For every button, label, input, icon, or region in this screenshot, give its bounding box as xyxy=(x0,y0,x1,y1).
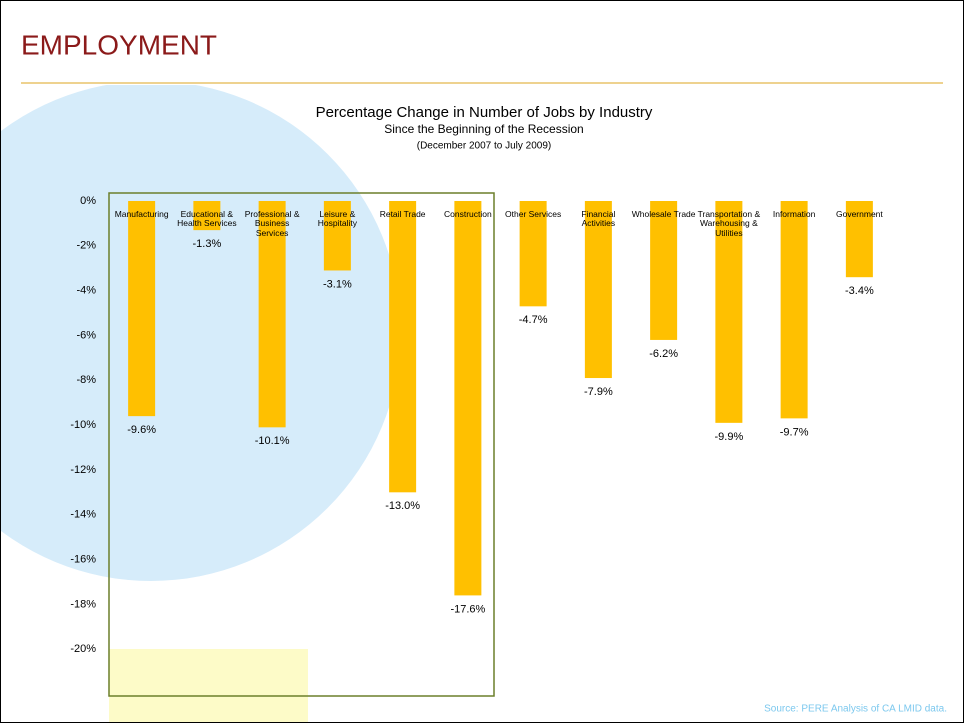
header-bg xyxy=(1,1,963,85)
category-label: Wholesale Trade xyxy=(631,209,696,219)
value-label: -3.1% xyxy=(323,278,352,290)
category-label: Government xyxy=(835,209,883,219)
bar xyxy=(845,201,873,278)
source-note: Source: PERE Analysis of CA LMID data. xyxy=(764,704,947,715)
category-label: Construction xyxy=(444,209,492,219)
y-tick-label: -6% xyxy=(76,329,96,341)
category-label: Information xyxy=(772,209,816,219)
y-tick-label: -2% xyxy=(76,240,96,252)
value-label: -9.9% xyxy=(715,431,744,443)
bar xyxy=(128,201,156,417)
category-label: Manufacturing xyxy=(114,209,169,219)
y-tick-label: -4% xyxy=(76,285,96,297)
value-label: -9.6% xyxy=(127,424,156,436)
value-label: -7.9% xyxy=(584,386,613,398)
bar xyxy=(650,201,678,340)
bar xyxy=(193,201,221,231)
y-tick-label: 0% xyxy=(80,195,96,207)
value-label: -10.1% xyxy=(255,435,290,447)
y-tick-label: -16% xyxy=(70,553,96,565)
category-label: Transportation & Warehousing & Utilities xyxy=(697,209,761,238)
value-label: -3.4% xyxy=(845,285,874,297)
y-tick-label: -10% xyxy=(70,419,96,431)
bar xyxy=(715,201,743,423)
chart-note: (December 2007 to July 2009) xyxy=(417,141,552,152)
value-label: -6.2% xyxy=(649,348,678,360)
category-label: Other Services xyxy=(505,209,562,219)
y-tick-label: -8% xyxy=(76,374,96,386)
value-label: -17.6% xyxy=(450,603,485,615)
bar xyxy=(584,201,612,379)
value-label: -4.7% xyxy=(519,314,548,326)
y-tick-label: -14% xyxy=(70,509,96,521)
bar xyxy=(323,201,351,271)
y-tick-label: -20% xyxy=(70,643,96,655)
bar xyxy=(780,201,808,419)
value-label: -1.3% xyxy=(193,238,222,250)
value-label: -9.7% xyxy=(780,426,809,438)
chart-subtitle: Since the Beginning of the Recession xyxy=(384,122,583,136)
bar xyxy=(519,201,547,307)
chart-title: Percentage Change in Number of Jobs by I… xyxy=(316,104,653,121)
decor-rect xyxy=(109,649,308,722)
bar xyxy=(389,201,417,493)
y-tick-label: -12% xyxy=(70,464,96,476)
highlight-box xyxy=(108,192,495,697)
value-label: -13.0% xyxy=(385,500,420,512)
category-label: Educational & Health Services xyxy=(177,209,237,229)
bar xyxy=(258,201,286,428)
category-label: Leisure & Hospitality xyxy=(317,209,357,229)
bar xyxy=(454,201,482,596)
decor-circle xyxy=(1,81,401,581)
category-label: Professional & Business Services xyxy=(244,209,300,238)
category-label: Retail Trade xyxy=(379,209,426,219)
slide-title: EMPLOYMENT xyxy=(21,29,217,60)
y-tick-label: -18% xyxy=(70,598,96,610)
category-label: Financial Activities xyxy=(581,209,616,229)
